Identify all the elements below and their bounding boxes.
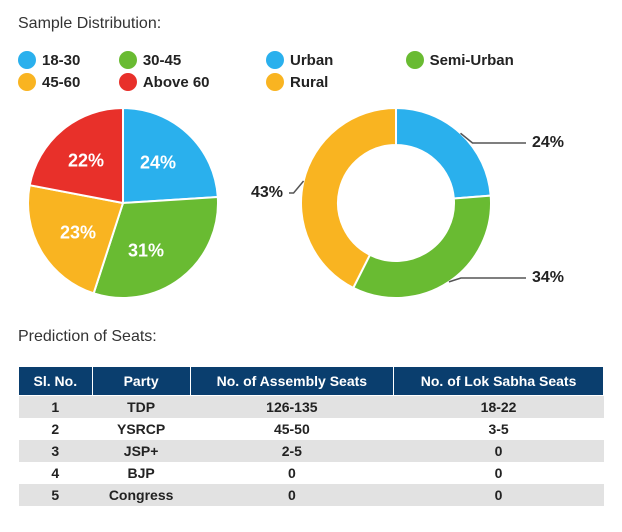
table-cell: JSP+ xyxy=(92,440,190,462)
prediction-table: Sl. No.PartyNo. of Assembly SeatsNo. of … xyxy=(18,366,604,506)
legend-label: 30-45 xyxy=(143,52,181,69)
pie-slice-label: 23% xyxy=(60,223,96,244)
table-header-cell: Party xyxy=(92,367,190,396)
legend-item: Rural xyxy=(266,73,386,91)
table-cell: 3 xyxy=(19,440,93,462)
table-cell: 18-22 xyxy=(394,396,604,419)
table-row: 2YSRCP45-503-5 xyxy=(19,418,604,440)
legend-swatch xyxy=(18,73,36,91)
legend-swatch xyxy=(119,73,137,91)
table-cell: 1 xyxy=(19,396,93,419)
table-cell: 2-5 xyxy=(190,440,394,462)
donut-callout-label: 43% xyxy=(251,184,283,202)
legend-item: Above 60 xyxy=(119,73,228,91)
legend-item: Urban xyxy=(266,51,386,69)
legend-swatch xyxy=(406,51,424,69)
donut-callout-label: 24% xyxy=(532,134,564,152)
pie-slice-label: 22% xyxy=(68,151,104,172)
table-cell: TDP xyxy=(92,396,190,419)
donut-chart xyxy=(266,103,566,303)
legend-item: 18-30 xyxy=(18,51,99,69)
table-row: 3JSP+2-50 xyxy=(19,440,604,462)
charts-row: 18-30 30-45 45-60 Above 60 24% 31% 23% 22% Urb… xyxy=(18,51,604,308)
table-cell: 0 xyxy=(394,462,604,484)
legend-label: Rural xyxy=(290,74,328,91)
table-header-cell: No. of Assembly Seats xyxy=(190,367,394,396)
legend-swatch xyxy=(119,51,137,69)
table-cell: 2 xyxy=(19,418,93,440)
legend-label: Above 60 xyxy=(143,74,210,91)
legend-label: 45-60 xyxy=(42,74,80,91)
legend-item: 30-45 xyxy=(119,51,228,69)
donut-callout-line xyxy=(449,278,526,282)
pie-chart-area: 24% 31% 23% 22% xyxy=(18,103,228,308)
donut-chart-area: 24%34%43% xyxy=(266,103,566,303)
prediction-title: Prediction of Seats: xyxy=(18,328,604,346)
table-header-cell: Sl. No. xyxy=(19,367,93,396)
legend-swatch xyxy=(18,51,36,69)
pie-slice-label: 31% xyxy=(128,241,164,262)
table-cell: 0 xyxy=(190,462,394,484)
table-cell: 45-50 xyxy=(190,418,394,440)
legend-swatch xyxy=(266,73,284,91)
donut-callout-line xyxy=(461,133,526,143)
table-cell: 0 xyxy=(190,484,394,506)
donut-legend: Urban Semi-Urban Rural xyxy=(266,51,566,91)
table-cell: 5 xyxy=(19,484,93,506)
legend-item: 45-60 xyxy=(18,73,99,91)
pie-chart-block: 18-30 30-45 45-60 Above 60 24% 31% 23% 22% xyxy=(18,51,228,308)
table-row: 4BJP00 xyxy=(19,462,604,484)
table-cell: YSRCP xyxy=(92,418,190,440)
donut-slice xyxy=(396,108,491,198)
donut-slice xyxy=(353,196,491,298)
table-row: 5Congress00 xyxy=(19,484,604,506)
legend-label: Semi-Urban xyxy=(430,52,514,69)
legend-label: Urban xyxy=(290,52,333,69)
pie-slice-label: 24% xyxy=(140,153,176,174)
pie-chart xyxy=(18,103,228,303)
table-row: 1TDP126-13518-22 xyxy=(19,396,604,419)
table-header-cell: No. of Lok Sabha Seats xyxy=(394,367,604,396)
table-cell: BJP xyxy=(92,462,190,484)
table-cell: 0 xyxy=(394,440,604,462)
legend-swatch xyxy=(266,51,284,69)
table-cell: 3-5 xyxy=(394,418,604,440)
legend-item: Semi-Urban xyxy=(406,51,566,69)
table-cell: 4 xyxy=(19,462,93,484)
pie-legend: 18-30 30-45 45-60 Above 60 xyxy=(18,51,228,91)
table-cell: Congress xyxy=(92,484,190,506)
table-cell: 0 xyxy=(394,484,604,506)
donut-callout-label: 34% xyxy=(532,269,564,287)
legend-label: 18-30 xyxy=(42,52,80,69)
sample-distribution-title: Sample Distribution: xyxy=(18,15,604,33)
donut-chart-block: UrbanSemi-UrbanRural 24%34%43% xyxy=(266,51,566,308)
table-cell: 126-135 xyxy=(190,396,394,419)
